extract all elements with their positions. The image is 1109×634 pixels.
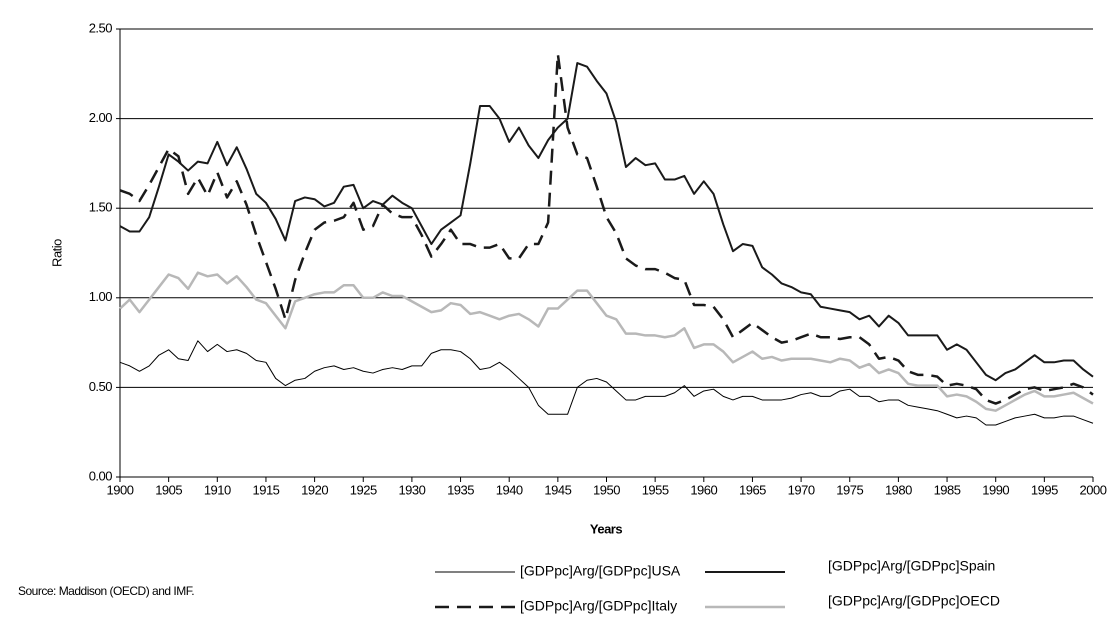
y-tick-label: 0.50	[89, 379, 113, 394]
legend-label: [GDPpc]Arg/[GDPpc]OECD	[828, 593, 1000, 609]
y-tick-label: 1.00	[89, 289, 113, 304]
series-line	[119, 271, 1094, 412]
x-tick-label: 1965	[739, 482, 766, 497]
x-tick-label: 1945	[544, 482, 571, 497]
x-tick-label: 1970	[788, 482, 815, 497]
x-tick-label: 2000	[1080, 482, 1107, 497]
x-tick-label: 1960	[690, 482, 717, 497]
x-tick-label: 1920	[301, 482, 328, 497]
x-tick-label: 1955	[642, 482, 669, 497]
x-tick-label: 1900	[107, 482, 134, 497]
x-tick-label: 1905	[155, 482, 182, 497]
x-tick-label: 1915	[252, 482, 279, 497]
x-tick-label: 1910	[204, 482, 231, 497]
legend-label: [GDPpc]Arg/[GDPpc]Italy	[520, 598, 677, 614]
series-line	[119, 52, 1094, 405]
legend-label: [GDPpc]Arg/[GDPpc]USA	[520, 563, 681, 579]
series-line	[119, 340, 1094, 426]
x-tick-label: 1980	[885, 482, 912, 497]
y-tick-label: 2.50	[89, 20, 113, 35]
source-note: Source: Maddison (OECD) and IMF.	[18, 584, 194, 598]
y-axis-label: Ratio	[49, 239, 64, 267]
x-tick-label: 1950	[593, 482, 620, 497]
x-axis-label: Years	[590, 521, 622, 536]
x-tick-label: 1985	[934, 482, 961, 497]
x-tick-label: 1935	[447, 482, 474, 497]
x-tick-label: 1925	[350, 482, 377, 497]
x-tick-label: 1930	[398, 482, 425, 497]
y-tick-label: 2.00	[89, 110, 113, 125]
y-tick-label: 0.00	[89, 468, 113, 483]
x-tick-label: 1990	[982, 482, 1009, 497]
x-tick-label: 1940	[496, 482, 523, 497]
legend-label: [GDPpc]Arg/[GDPpc]Spain	[828, 558, 995, 574]
x-tick-label: 1995	[1031, 482, 1058, 497]
x-tick-label: 1975	[836, 482, 863, 497]
series-line	[119, 62, 1094, 382]
y-tick-label: 1.50	[89, 200, 113, 215]
